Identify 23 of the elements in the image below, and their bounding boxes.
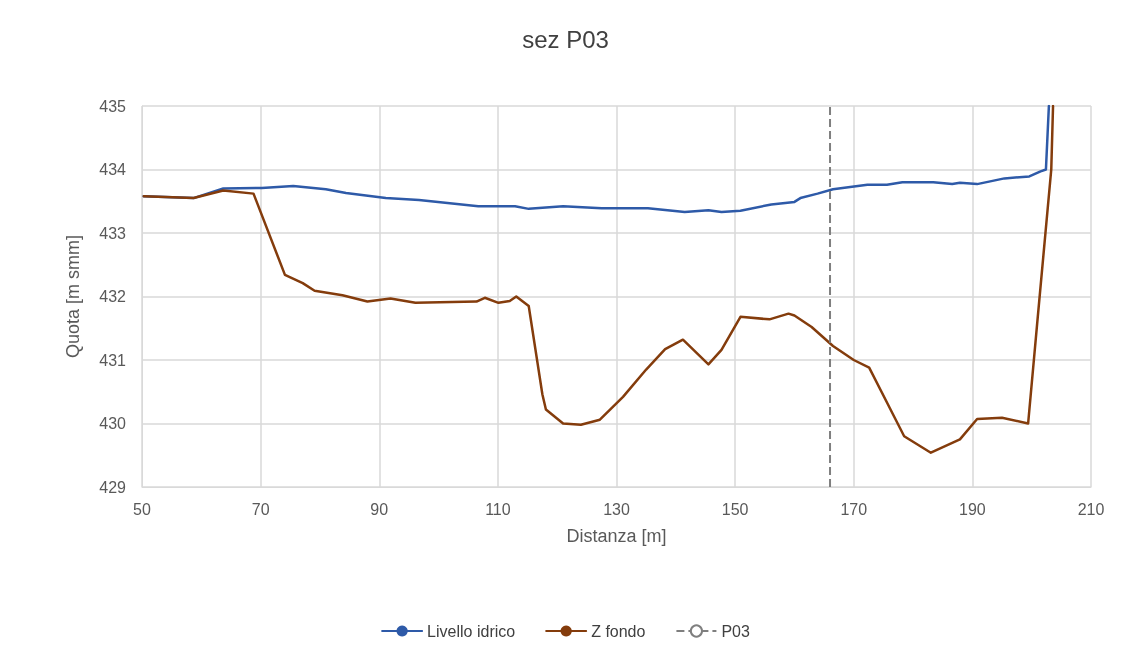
x-tick-label: 70	[251, 500, 270, 518]
x-tick-label: 90	[370, 500, 389, 518]
y-axis-title: Quota [m smm]	[63, 234, 83, 359]
legend-label: P03	[721, 622, 750, 640]
x-tick-label: 150	[721, 500, 749, 518]
chart-title: sez P03	[522, 25, 609, 53]
x-tick-label: 50	[133, 500, 151, 518]
line-series	[142, 104, 1055, 454]
x-tick-label: 110	[485, 500, 511, 518]
y-tick-label: 430	[99, 415, 127, 432]
x-axis-title: Distanza [m]	[566, 526, 667, 546]
y-tick-label: 435	[99, 97, 127, 115]
x-tick-label: 170	[840, 500, 868, 518]
y-tick-label: 429	[99, 478, 127, 496]
x-tick-label: 130	[603, 500, 630, 518]
y-tick-label: 434	[99, 161, 127, 178]
y-tick-label: 433	[99, 224, 127, 242]
legend-label: Z fondo	[591, 622, 646, 640]
legend-label: Livello idrico	[427, 622, 516, 640]
y-tick-label: 432	[99, 288, 127, 305]
y-tick-label: 431	[99, 351, 127, 369]
x-tick-label: 190	[959, 500, 986, 518]
x-tick-label: 210	[1077, 500, 1105, 518]
